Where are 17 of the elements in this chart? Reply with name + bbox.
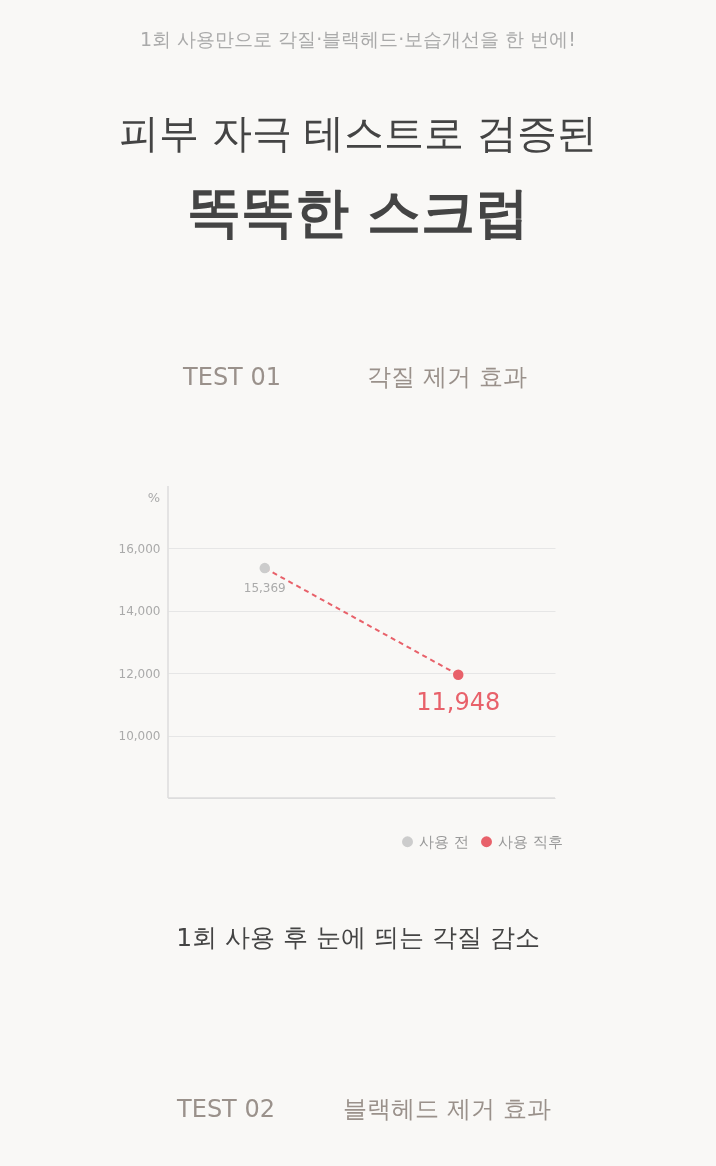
y-axis-title: % [147, 490, 160, 505]
legend-label: 사용 전 [419, 832, 469, 851]
data-label: 11,948 [416, 687, 501, 716]
text: 각질 제거 효과 [367, 363, 527, 391]
text: TEST 02 [176, 1095, 275, 1123]
text: TEST 01 [182, 363, 281, 391]
text: 1회 사용 후 눈에 띄는 각질 감소 [176, 923, 540, 952]
data-label: 15,369 [243, 581, 286, 596]
text: 피부 자극 테스트로 검증된 [118, 110, 598, 156]
text: 블랙헤드 제거 효과 [343, 1095, 551, 1123]
y-tick-label: 10,000 [118, 729, 161, 744]
y-tick-label: 14,000 [118, 604, 161, 619]
y-tick-label: 12,000 [118, 666, 161, 681]
chart-subtitle: 1회 사용만으로 각질·블랙헤드·보습개선을 한 번에! [140, 28, 576, 50]
legend-label: 사용 직후 [498, 832, 563, 851]
y-tick-label: 16,000 [118, 541, 161, 556]
text: 똑똑한 스크럽 [186, 181, 530, 244]
